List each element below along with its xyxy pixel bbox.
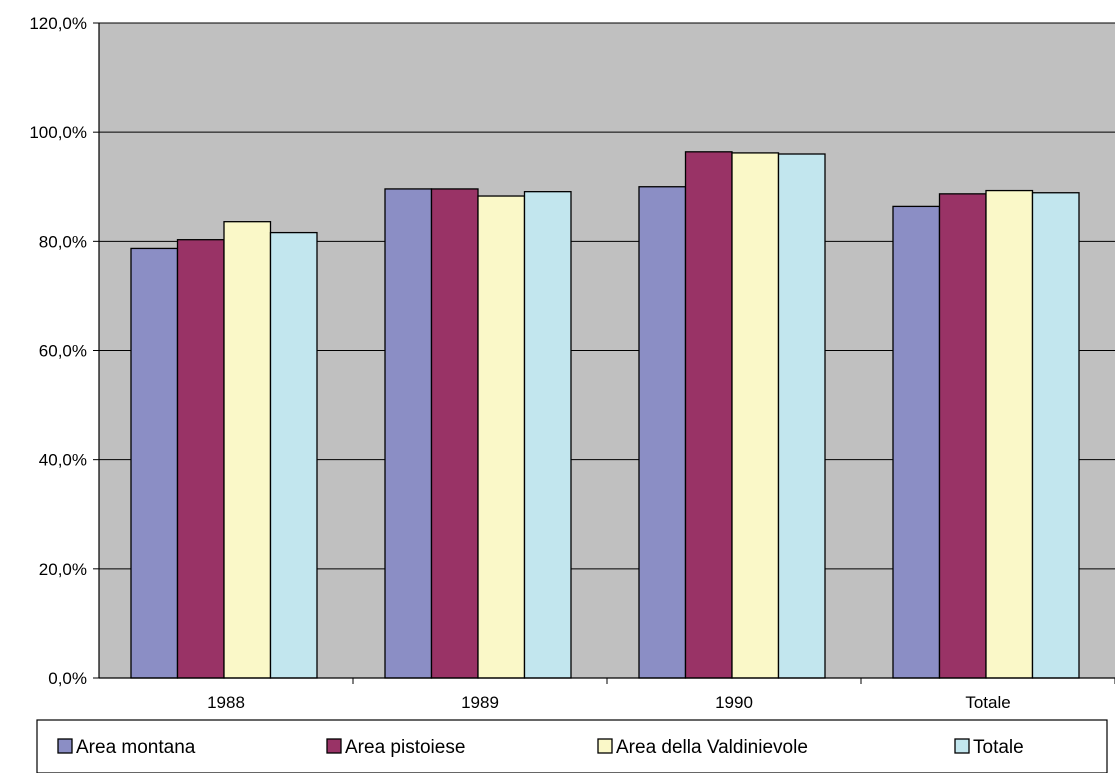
- bar-area-pistoiese-1989: [432, 189, 479, 678]
- legend: Area montana Area pistoiese Area della Val…: [37, 720, 1107, 773]
- bar-area-pistoiese-1988: [178, 240, 225, 678]
- legend-swatch: [598, 739, 612, 753]
- bar-area-montana-1989: [385, 189, 432, 678]
- legend-label: Area pistoiese: [345, 737, 465, 758]
- bar-totale-1988: [271, 233, 318, 678]
- x-tick-label: 1989: [461, 693, 499, 712]
- legend-swatch: [327, 739, 341, 753]
- bar-area-montana-1988: [131, 248, 178, 678]
- legend-swatch: [58, 739, 72, 753]
- bar-area-montana-1990: [639, 187, 686, 678]
- y-tick-label: 60,0%: [39, 342, 87, 361]
- legend-label: Area montana: [76, 737, 196, 758]
- bar-area-montana-totale: [893, 206, 940, 678]
- bar-area-pistoiese-totale: [940, 194, 987, 678]
- x-tick-label: 1990: [715, 693, 753, 712]
- y-tick-label: 0,0%: [48, 669, 87, 688]
- y-tick-label: 20,0%: [39, 560, 87, 579]
- legend-label: Area della Valdinievole: [616, 737, 808, 758]
- legend-label: Totale: [973, 737, 1024, 758]
- bar-area-della-valdinievole-1989: [478, 196, 525, 678]
- legend-swatch: [955, 739, 969, 753]
- bar-area-della-valdinievole-1990: [732, 153, 779, 678]
- y-tick-label: 120,0%: [29, 14, 87, 33]
- bar-totale-totale: [1033, 193, 1080, 678]
- y-tick-label: 80,0%: [39, 232, 87, 251]
- bar-area-pistoiese-1990: [686, 152, 733, 678]
- bar-totale-1989: [525, 192, 572, 678]
- bar-area-della-valdinievole-totale: [986, 191, 1033, 678]
- x-tick-label: Totale: [965, 693, 1010, 712]
- legend-box: [37, 720, 1107, 773]
- bar-totale-1990: [779, 154, 826, 678]
- x-tick-label: 1988: [207, 693, 245, 712]
- y-tick-label: 40,0%: [39, 451, 87, 470]
- bar-area-della-valdinievole-1988: [224, 222, 271, 678]
- y-tick-label: 100,0%: [29, 123, 87, 142]
